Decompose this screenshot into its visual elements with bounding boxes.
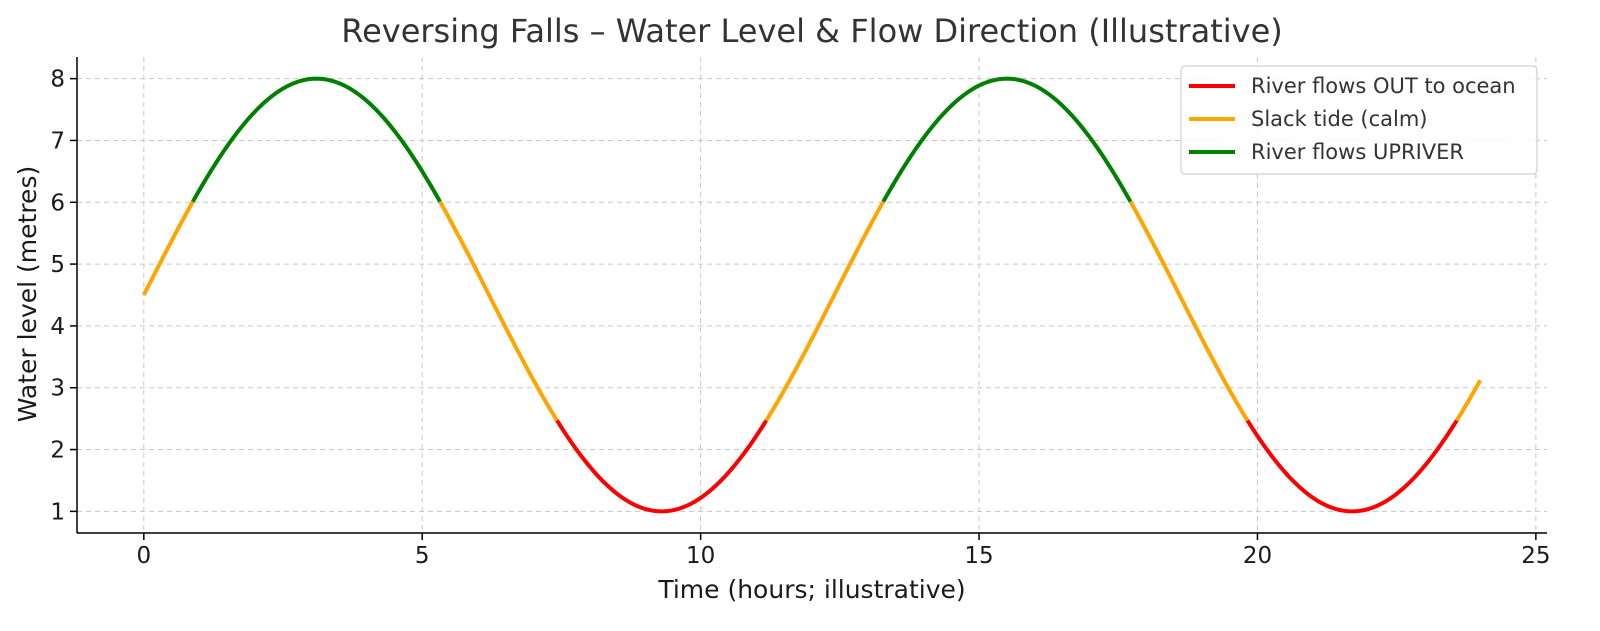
x-tick-label: 15 xyxy=(964,543,993,569)
y-tick-label: 8 xyxy=(50,67,65,93)
chart-title: Reversing Falls – Water Level & Flow Dir… xyxy=(341,12,1282,50)
x-tick-label: 0 xyxy=(136,543,151,569)
x-tick-label: 20 xyxy=(1243,543,1272,569)
y-tick-label: 6 xyxy=(50,190,65,216)
series-segment-slack xyxy=(1455,378,1482,422)
series-segment-out xyxy=(555,419,769,514)
y-tick-label: 2 xyxy=(50,438,65,464)
series-segment-upriver xyxy=(191,76,442,203)
y-tick-label: 7 xyxy=(50,128,65,154)
y-tick-label: 1 xyxy=(50,499,65,525)
x-tick-label: 25 xyxy=(1521,543,1550,569)
tick-marks: 0 5 10 15 20 25 1 2 3 4 5 6 7 8 xyxy=(50,67,1550,569)
y-tick-label: 3 xyxy=(50,376,65,402)
series-segment-slack xyxy=(1128,200,1250,422)
legend-label-slack: Slack tide (calm) xyxy=(1251,107,1428,131)
series-segment-upriver xyxy=(881,76,1133,203)
x-axis-label: Time (hours; illustrative) xyxy=(657,575,965,604)
legend: River flows OUT to ocean Slack tide (calm… xyxy=(1180,65,1538,175)
series-segment-slack xyxy=(764,200,886,422)
series-segment-slack xyxy=(142,200,195,296)
water-level-series xyxy=(142,76,1482,514)
series-segment-slack xyxy=(438,200,559,422)
legend-frame xyxy=(1180,65,1538,175)
y-axis-label: Water level (metres) xyxy=(13,166,42,422)
y-tick-label: 4 xyxy=(50,314,65,340)
axes xyxy=(76,57,1547,534)
legend-label-out: River flows OUT to ocean xyxy=(1251,74,1516,98)
series-segment-out xyxy=(1245,419,1459,514)
x-tick-label: 5 xyxy=(415,543,430,569)
legend-label-upriver: River flows UPRIVER xyxy=(1251,140,1464,164)
y-tick-label: 5 xyxy=(50,252,65,278)
x-tick-label: 10 xyxy=(686,543,715,569)
